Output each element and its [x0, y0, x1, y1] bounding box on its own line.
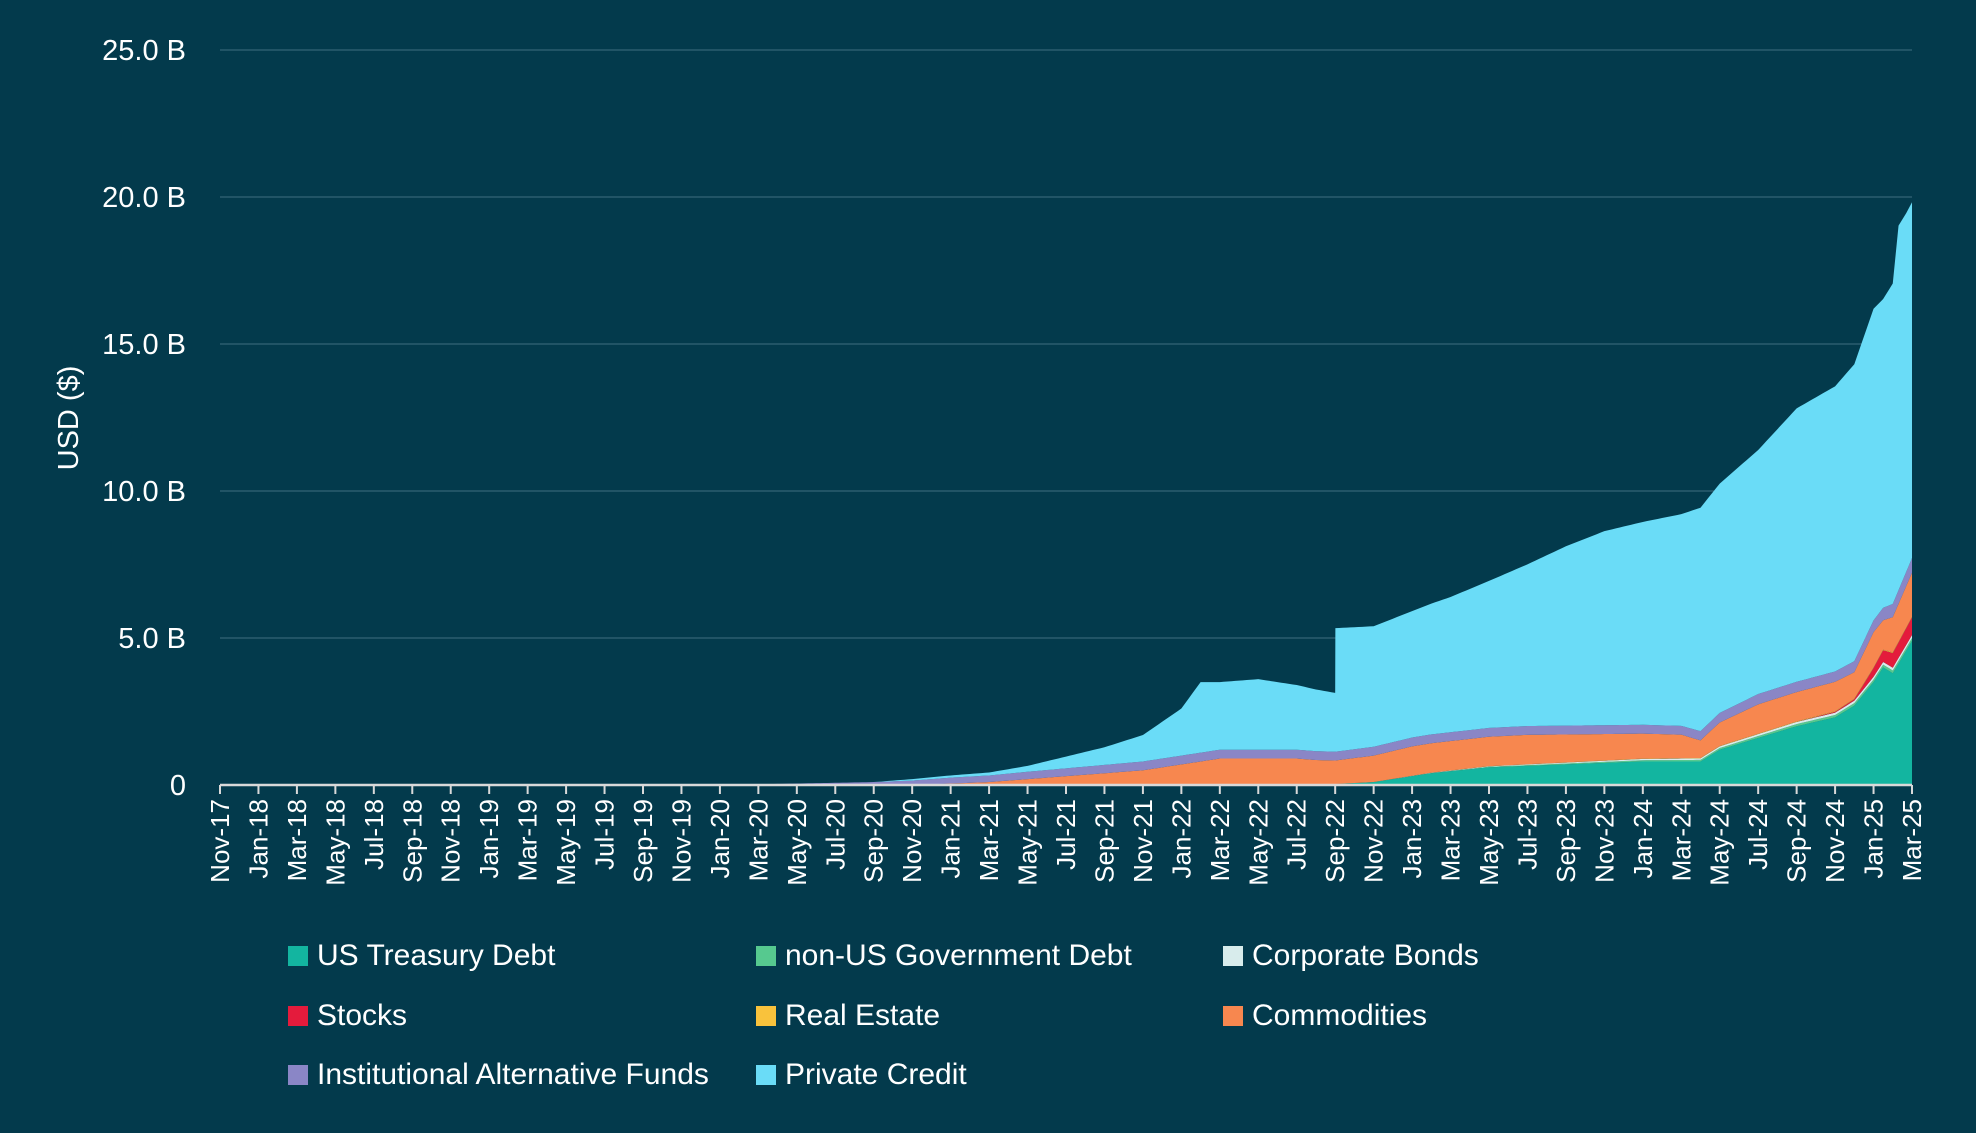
- x-tick-label: Mar-22: [1205, 799, 1235, 881]
- legend-label: Corporate Bonds: [1252, 939, 1479, 972]
- x-tick-label: Sep-23: [1551, 799, 1581, 883]
- legend-label: Commodities: [1252, 999, 1427, 1032]
- area-us-treasury-debt: [220, 640, 1912, 785]
- x-tick-label: Sep-20: [859, 799, 889, 883]
- legend-swatch: [1223, 1006, 1243, 1026]
- legend-item-institutional-alternative-funds: Institutional Alternative Funds: [288, 1058, 709, 1091]
- x-tick-label: Jul-23: [1513, 799, 1543, 870]
- x-tick-label: Mar-24: [1666, 799, 1696, 881]
- legend-item-private-credit: Private Credit: [756, 1058, 967, 1091]
- x-axis-tick-labels: Nov-17 Jan-18 Mar-18 May-18 Jul-18 Sep-18 Nov-…: [205, 799, 1927, 886]
- legend-label: Institutional Alternative Funds: [317, 1058, 709, 1091]
- x-tick-label: Sep-19: [628, 799, 658, 883]
- legend-swatch: [756, 1006, 776, 1026]
- y-axis-label: USD ($): [53, 366, 85, 471]
- x-tick-label: Sep-21: [1090, 799, 1120, 883]
- legend-item-stocks: Stocks: [288, 999, 407, 1032]
- y-tick-label: 0: [170, 770, 186, 802]
- x-tick-label: Jan-25: [1859, 799, 1889, 879]
- legend: US Treasury Debt non-US Government Debt Co…: [288, 939, 1479, 1091]
- y-tick-label: 10.0 B: [102, 476, 186, 508]
- x-tick-label: Mar-19: [513, 799, 543, 881]
- x-tick-label: Jan-20: [705, 799, 735, 879]
- x-tick-label: Jan-22: [1166, 799, 1196, 879]
- legend-item-corporate-bonds: Corporate Bonds: [1223, 939, 1479, 972]
- axes: [219, 783, 1913, 794]
- legend-label: non-US Government Debt: [785, 939, 1132, 972]
- legend-label: Stocks: [317, 999, 407, 1032]
- x-tick-label: May-23: [1474, 799, 1504, 886]
- y-tick-label: 20.0 B: [102, 182, 186, 214]
- y-axis-tick-labels: 0 5.0 B 10.0 B 15.0 B 20.0 B 25.0 B: [102, 35, 186, 802]
- legend-item-commodities: Commodities: [1223, 999, 1427, 1032]
- x-tick-label: Nov-20: [897, 799, 927, 883]
- legend-item-real-estate: Real Estate: [756, 999, 940, 1032]
- x-tick-label: Jan-24: [1628, 799, 1658, 879]
- x-tick-label: Sep-22: [1320, 799, 1350, 883]
- legend-label: US Treasury Debt: [317, 939, 556, 972]
- legend-swatch: [756, 946, 776, 966]
- x-tick-label: Jul-24: [1743, 799, 1773, 870]
- x-tick-label: Nov-23: [1589, 799, 1619, 883]
- y-tick-label: 5.0 B: [118, 623, 186, 655]
- legend-swatch: [288, 1006, 308, 1026]
- x-tick-label: Mar-25: [1897, 799, 1927, 881]
- x-tick-label: Mar-20: [743, 799, 773, 881]
- x-tick-label: Nov-19: [667, 799, 697, 883]
- x-tick-label: Jan-23: [1397, 799, 1427, 879]
- x-tick-label: Jul-20: [820, 799, 850, 870]
- x-tick-label: Mar-23: [1436, 799, 1466, 881]
- x-tick-label: Jul-22: [1282, 799, 1312, 870]
- legend-swatch: [288, 946, 308, 966]
- x-tick-label: Sep-24: [1782, 799, 1812, 883]
- x-tick-label: Jul-19: [590, 799, 620, 870]
- legend-swatch: [288, 1065, 308, 1085]
- x-tick-label: Nov-21: [1128, 799, 1158, 883]
- area-institutional-alternative-funds: [220, 558, 1912, 785]
- y-tick-label: 15.0 B: [102, 329, 186, 361]
- legend-label: Private Credit: [785, 1058, 967, 1091]
- x-tick-label: May-18: [320, 799, 350, 886]
- x-tick-label: Nov-18: [436, 799, 466, 883]
- x-tick-label: Nov-17: [205, 799, 235, 883]
- x-tick-label: Nov-22: [1359, 799, 1389, 883]
- x-tick-label: May-19: [551, 799, 581, 886]
- x-tick-label: Mar-18: [282, 799, 312, 881]
- x-tick-label: May-22: [1243, 799, 1273, 886]
- legend-item-us-treasury-debt: US Treasury Debt: [288, 939, 556, 972]
- area-series-layer: [220, 202, 1912, 786]
- x-tick-label: Jan-21: [936, 799, 966, 879]
- legend-label: Real Estate: [785, 999, 940, 1032]
- x-tick-label: Jul-21: [1051, 799, 1081, 870]
- x-tick-label: Mar-21: [974, 799, 1004, 881]
- legend-swatch: [756, 1065, 776, 1085]
- x-tick-label: May-21: [1013, 799, 1043, 886]
- legend-swatch: [1223, 946, 1243, 966]
- x-tick-label: Nov-24: [1820, 799, 1850, 883]
- x-tick-label: Sep-18: [397, 799, 427, 883]
- x-tick-label: May-20: [782, 799, 812, 886]
- x-tick-label: Jul-18: [359, 799, 389, 870]
- area-private-credit: [220, 202, 1912, 786]
- legend-item-non-us-government-debt: non-US Government Debt: [756, 939, 1132, 972]
- x-tick-label: Jan-19: [474, 799, 504, 879]
- y-tick-label: 25.0 B: [102, 35, 186, 67]
- x-tick-label: Jan-18: [244, 799, 274, 879]
- x-tick-label: May-24: [1705, 799, 1735, 886]
